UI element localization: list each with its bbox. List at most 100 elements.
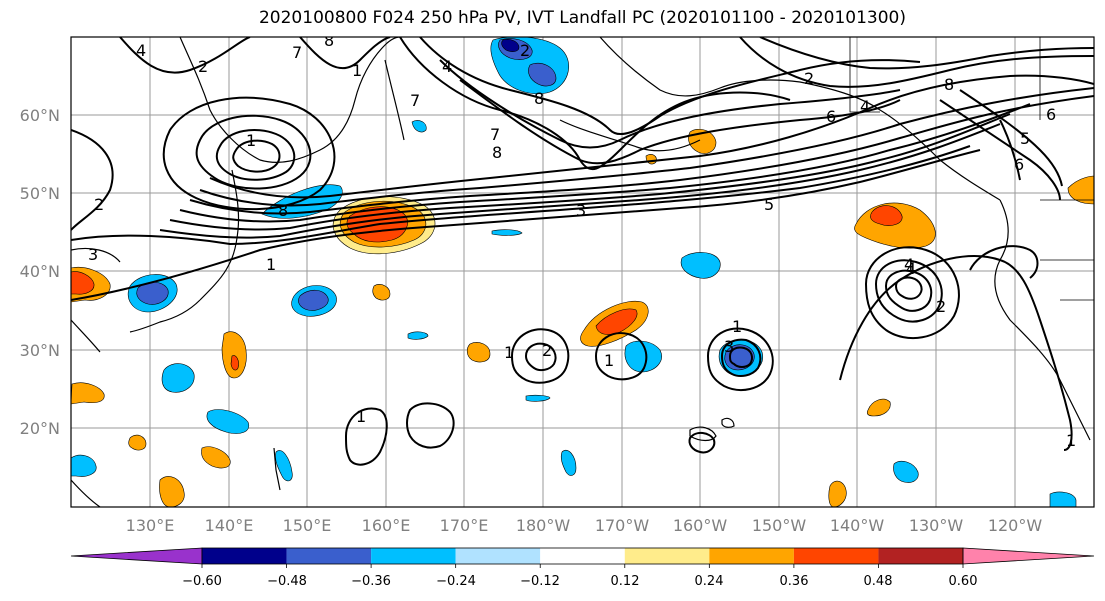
contour-label: 8: [944, 75, 954, 94]
contour-label: 1: [352, 61, 362, 80]
contour-label: 4: [860, 97, 870, 116]
negative-blob-small-5: [560, 449, 577, 476]
negative-blob-top-center: [501, 39, 520, 52]
contour-label: 8: [278, 201, 288, 220]
lon-label: 170°E: [440, 516, 489, 535]
lon-label: 140°W: [830, 516, 885, 535]
colorbar-segment: [624, 548, 710, 564]
colorbar-segment: [371, 548, 456, 564]
colorbar-segment: [878, 548, 963, 564]
colorbar-ticks: [201, 564, 964, 568]
contour-label: 3: [724, 337, 734, 356]
lon-label: 140°E: [205, 516, 254, 535]
pv-cut-off-4: [344, 407, 388, 466]
map-frame: [70, 36, 1095, 508]
negative-blob-160w: [680, 252, 721, 279]
negative-blob-small-4: [71, 454, 97, 477]
contour-label: 2: [804, 69, 814, 88]
lat-label: 30°N: [20, 341, 60, 360]
colorbar-tick-label: −0.36: [351, 574, 391, 589]
contour-label: 1: [356, 407, 366, 426]
contour-label: 3: [576, 201, 586, 220]
contour-label: 6: [826, 107, 836, 126]
negative-blob-small-11: [411, 120, 427, 133]
lon-label: 130°E: [126, 516, 175, 535]
positive-blob-small-3: [201, 446, 231, 469]
negative-blob-150e-core: [298, 289, 329, 311]
lat-label: 20°N: [20, 419, 60, 438]
pv-contour-1: [71, 149, 981, 301]
lon-label: 160°E: [362, 516, 411, 535]
pv-contour-7: [199, 87, 1094, 207]
coast-korea: [71, 247, 121, 263]
latitude-axis: 60°N 50°N 40°N 30°N 20°N: [20, 106, 60, 438]
positive-blob-small-2: [159, 476, 185, 507]
pv-low-contour-2: [884, 269, 933, 312]
contour-label: 8: [534, 89, 544, 108]
negative-blob-small-9: [407, 331, 429, 340]
pv-contour-2: [71, 145, 971, 246]
lon-label: 130°W: [909, 516, 964, 535]
negative-blob-top-right: [528, 62, 557, 87]
marianas-islands: [273, 447, 281, 491]
lon-label: 160°W: [673, 516, 728, 535]
pv-contour-4: [169, 113, 1011, 231]
colorbar-tick-label: −0.48: [267, 574, 307, 589]
contour-label: 8: [324, 31, 334, 50]
negative-blob-small-3: [275, 450, 293, 482]
lon-label: 170°W: [595, 516, 650, 535]
pv-closed-contour-4: [162, 96, 336, 211]
coast-kamchatka: [384, 59, 405, 141]
colorbar: −0.60 −0.48 −0.36 −0.24 −0.12 0.12 0.24 …: [70, 547, 1095, 589]
pv-cut-off-2: [594, 332, 648, 381]
colorbar-segments: [70, 547, 1095, 565]
contour-label: 4: [442, 57, 452, 76]
positive-blob-small-8: [128, 434, 147, 451]
contour-label: 2: [198, 57, 208, 76]
pv-north-contour-4: [419, 37, 921, 135]
lon-label: 120°W: [988, 516, 1043, 535]
pv-cut-off-1: [510, 328, 570, 384]
contour-label: 7: [292, 43, 302, 62]
pv-cut-off-3-core: [728, 346, 753, 368]
pv-low-contour-4: [864, 246, 960, 340]
pv-closed-contour-1: [195, 114, 312, 190]
coast-aleutians: [559, 119, 701, 152]
pv-cut-off-3-inner: [720, 338, 762, 377]
colorbar-segment: [709, 548, 794, 564]
pv-cut-off-5: [406, 402, 455, 449]
contour-label: 5: [1020, 129, 1030, 148]
pv-north-contour-1: [119, 37, 251, 74]
contour-label: 6: [1014, 155, 1024, 174]
colorbar-segment: [202, 548, 287, 564]
coast-china: [71, 319, 101, 353]
contour-label: 7: [410, 91, 420, 110]
pv-north-contour-5: [439, 59, 901, 149]
coast-honshu: [129, 299, 201, 333]
coast-russia-far-east: [179, 37, 401, 163]
pv-contour-8: [209, 74, 1094, 199]
contour-label: 6: [1046, 105, 1056, 124]
negative-blob-167w: [624, 340, 662, 373]
contour-label: 2: [936, 297, 946, 316]
positive-blob-japan-core: [71, 271, 95, 295]
colorbar-segment: [793, 548, 879, 564]
coast-north-america: [994, 199, 1091, 441]
pv-north-contour-8: [759, 37, 1094, 70]
pv-closed-contour-2: [215, 129, 296, 181]
pv-low-contour-1: [874, 259, 943, 323]
pv-west-contour-1: [71, 129, 114, 231]
pv-cut-off-1-inner: [524, 342, 557, 372]
contour-label: 1: [604, 351, 614, 370]
contour-label: 2: [94, 195, 104, 214]
lon-label: 150°W: [752, 516, 807, 535]
pv-closed-contour-3: [232, 139, 281, 173]
colorbar-segment: [540, 548, 625, 564]
philippines-coast: [71, 479, 101, 507]
pv-contour-5: [179, 103, 1031, 223]
contour-label: 8: [492, 143, 502, 162]
colorbar-tick-labels: −0.60 −0.48 −0.36 −0.24 −0.12 0.12 0.24 …: [182, 574, 977, 589]
pv-low-contour-5: [839, 255, 1073, 451]
lon-label: 150°E: [283, 516, 332, 535]
lon-label: 180°W: [516, 516, 571, 535]
